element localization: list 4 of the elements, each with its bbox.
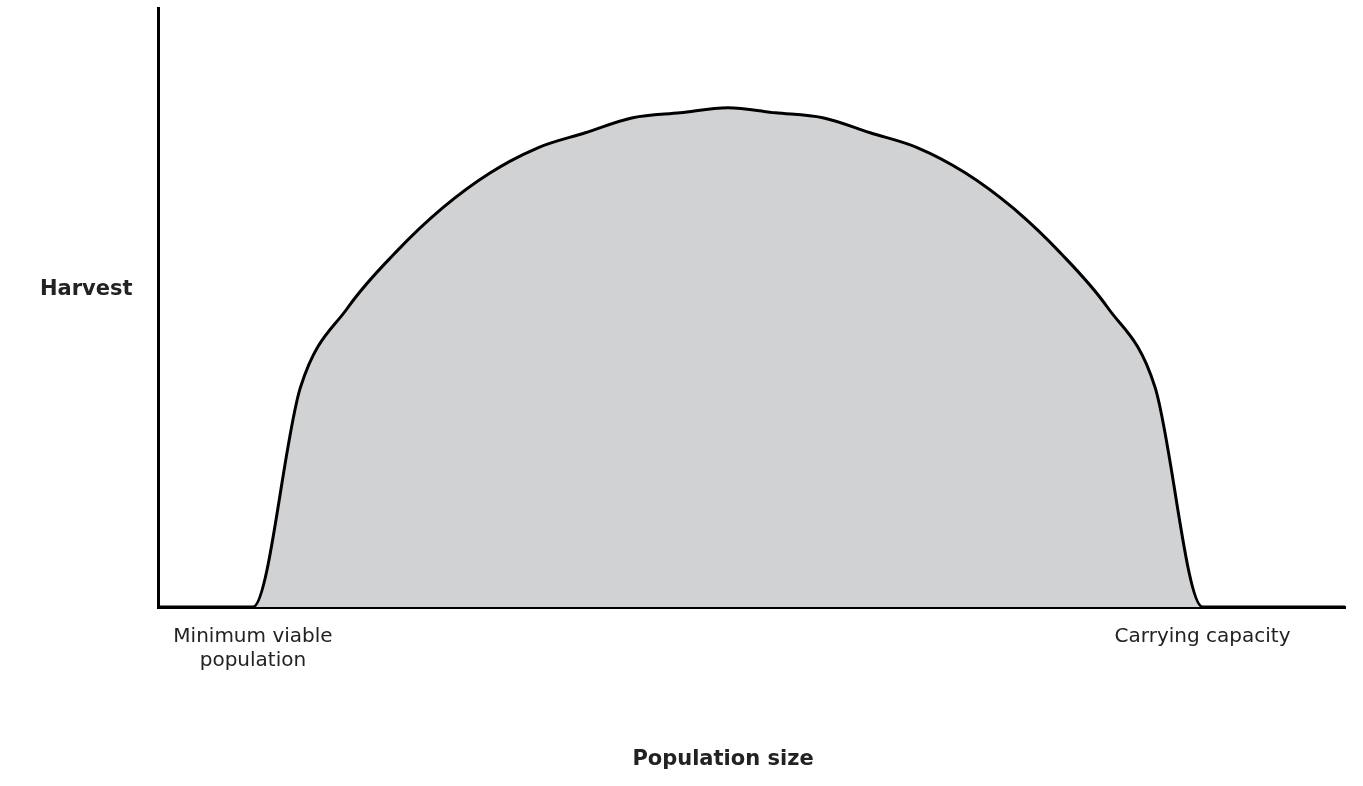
- x-axis-title: Population size: [632, 746, 814, 771]
- x-tick-label: Carrying capacity: [1114, 623, 1291, 648]
- x-tick-label: Minimum viable population: [173, 623, 333, 672]
- y-axis-title: Harvest: [40, 275, 133, 300]
